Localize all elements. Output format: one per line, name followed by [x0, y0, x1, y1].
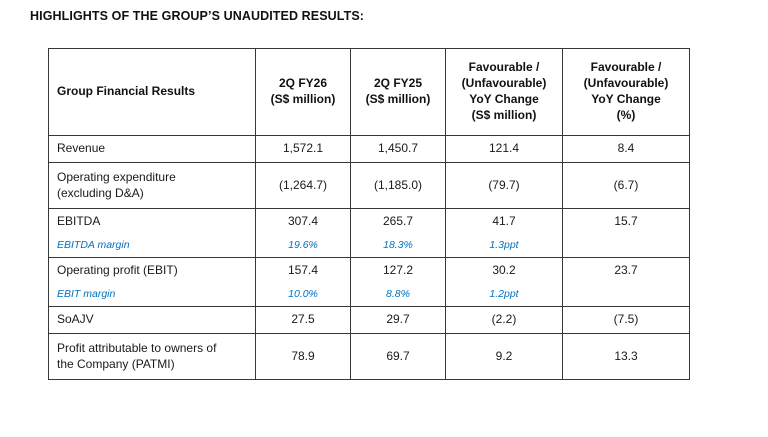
- table-row: Operating profit (EBIT) EBIT margin 157.4 1…: [48, 257, 690, 307]
- table-cell: (7.5): [562, 306, 690, 334]
- cell-value: 69.7: [386, 348, 410, 363]
- cell-value: 15.7: [614, 214, 638, 229]
- table-cell: 127.2 8.8%: [350, 257, 446, 307]
- margin-value: [569, 288, 683, 301]
- table-row: Profit attributable to owners of the Com…: [48, 333, 690, 380]
- cell-value: (1,185.0): [373, 177, 423, 192]
- table-row: Operating expenditure (excluding D&A) (1,…: [48, 162, 690, 209]
- table-cell: 27.5: [255, 306, 351, 334]
- cell-value: 29.7: [386, 312, 410, 327]
- table-row: SoAJV 27.5 29.7 (2.2) (7.5): [48, 306, 690, 334]
- cell-value: 78.9: [291, 348, 315, 363]
- table-cell: 1,450.7: [350, 135, 446, 163]
- table-cell: 23.7: [562, 257, 690, 307]
- page-title: HIGHLIGHTS OF THE GROUP’S UNAUDITED RESU…: [30, 9, 365, 23]
- margin-value: 1.3ppt: [489, 238, 519, 251]
- cell-value: (79.7): [488, 177, 520, 192]
- table-body: Revenue 1,572.1 1,450.7 121.4 8.4 Operating e…: [48, 135, 690, 380]
- cell-value: (6.7): [613, 177, 639, 192]
- cell-value: 27.5: [291, 312, 315, 327]
- cell-value: 157.4: [287, 263, 319, 278]
- margin-row-label: EBIT margin: [57, 287, 116, 300]
- table-cell: 307.4 19.6%: [255, 208, 351, 258]
- table-cell: (79.7): [445, 162, 563, 209]
- table-cell: (6.7): [562, 162, 690, 209]
- table-cell: 265.7 18.3%: [350, 208, 446, 258]
- row-label: Operating expenditure (excluding D&A): [57, 169, 176, 200]
- row-label: EBITDA: [57, 214, 101, 229]
- margin-row-label: EBITDA margin: [57, 238, 130, 251]
- row-label-cell: Profit attributable to owners of the Com…: [48, 333, 256, 380]
- header-group-financial-results: Group Financial Results: [48, 48, 256, 136]
- row-label-cell: SoAJV: [48, 306, 256, 334]
- row-label: Operating profit (EBIT): [57, 263, 178, 278]
- table-cell: 1,572.1: [255, 135, 351, 163]
- table-header: Group Financial Results 2Q FY26 (S$ mill…: [48, 48, 690, 136]
- margin-value: 1.2ppt: [489, 287, 519, 300]
- table-cell: 9.2: [445, 333, 563, 380]
- cell-value: 13.3: [614, 348, 638, 363]
- margin-value: 19.6%: [288, 238, 318, 251]
- cell-value: 1,450.7: [377, 141, 419, 156]
- header-yoy-change-million: Favourable / (Unfavourable) YoY Change (…: [445, 48, 563, 136]
- header-2q-fy25: 2Q FY25 (S$ million): [350, 48, 446, 136]
- cell-value: (7.5): [613, 312, 639, 327]
- row-label: Revenue: [57, 141, 106, 156]
- financial-results-table: Group Financial Results 2Q FY26 (S$ mill…: [48, 48, 690, 380]
- cell-value: 307.4: [287, 214, 319, 229]
- table-cell: 157.4 10.0%: [255, 257, 351, 307]
- row-label-cell: EBITDA EBITDA margin: [48, 208, 256, 258]
- table-cell: 15.7: [562, 208, 690, 258]
- table-cell: 121.4: [445, 135, 563, 163]
- margin-value: 18.3%: [383, 238, 413, 251]
- table-cell: 78.9: [255, 333, 351, 380]
- cell-value: 9.2: [495, 348, 513, 363]
- cell-value: 127.2: [382, 263, 414, 278]
- table-cell: 69.7: [350, 333, 446, 380]
- cell-value: 1,572.1: [282, 141, 324, 156]
- cell-value: 265.7: [382, 214, 414, 229]
- header-2q-fy26: 2Q FY26 (S$ million): [255, 48, 351, 136]
- header-yoy-change-percent: Favourable / (Unfavourable) YoY Change (…: [562, 48, 690, 136]
- row-label: Profit attributable to owners of the Com…: [57, 340, 217, 371]
- table-cell: 8.4: [562, 135, 690, 163]
- row-label-cell: Operating expenditure (excluding D&A): [48, 162, 256, 209]
- cell-value: 8.4: [617, 141, 635, 156]
- row-label-cell: Revenue: [48, 135, 256, 163]
- cell-value: 121.4: [488, 141, 520, 156]
- table-cell: (1,264.7): [255, 162, 351, 209]
- cell-value: 30.2: [492, 263, 516, 278]
- margin-value: 10.0%: [288, 287, 318, 300]
- header-row: Group Financial Results 2Q FY26 (S$ mill…: [48, 48, 690, 136]
- cell-value: (1,264.7): [278, 177, 328, 192]
- table-cell: 30.2 1.2ppt: [445, 257, 563, 307]
- table-row: Revenue 1,572.1 1,450.7 121.4 8.4: [48, 135, 690, 163]
- cell-value: (2.2): [491, 312, 517, 327]
- table-cell: 13.3: [562, 333, 690, 380]
- table-cell: (2.2): [445, 306, 563, 334]
- row-label-cell: Operating profit (EBIT) EBIT margin: [48, 257, 256, 307]
- cell-value: 23.7: [614, 263, 638, 278]
- row-label: SoAJV: [57, 312, 94, 327]
- margin-value: 8.8%: [386, 287, 410, 300]
- table-cell: (1,185.0): [350, 162, 446, 209]
- margin-value: [569, 239, 683, 252]
- table-cell: 29.7: [350, 306, 446, 334]
- cell-value: 41.7: [492, 214, 516, 229]
- table-cell: 41.7 1.3ppt: [445, 208, 563, 258]
- table-row: EBITDA EBITDA margin 307.4 19.6% 265.7 18.3% 4…: [48, 208, 690, 258]
